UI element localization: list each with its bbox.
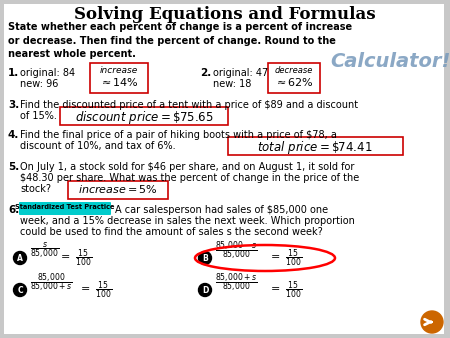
Text: 2.: 2. — [200, 68, 211, 78]
Text: increase: increase — [100, 66, 138, 75]
Circle shape — [421, 311, 443, 333]
Text: $=\ \frac{15}{100}$: $=\ \frac{15}{100}$ — [268, 279, 302, 301]
Circle shape — [14, 251, 27, 265]
FancyBboxPatch shape — [19, 202, 111, 215]
Text: week, and a 15% decrease in sales the next week. Which proportion: week, and a 15% decrease in sales the ne… — [20, 216, 355, 226]
Text: decrease: decrease — [275, 66, 313, 75]
Text: $\approx 14\%$: $\approx 14\%$ — [99, 76, 139, 88]
Circle shape — [198, 251, 211, 265]
Text: $=\ \frac{15}{100}$: $=\ \frac{15}{100}$ — [78, 279, 112, 301]
FancyBboxPatch shape — [4, 4, 444, 334]
Text: $\frac{85{,}000}{85{,}000+s}$: $\frac{85{,}000}{85{,}000+s}$ — [30, 271, 73, 295]
Text: 4.: 4. — [8, 130, 19, 140]
Text: original: 47: original: 47 — [213, 68, 268, 78]
Text: C: C — [17, 286, 23, 295]
Text: $\frac{85{,}000-s}{85{,}000}$: $\frac{85{,}000-s}{85{,}000}$ — [215, 239, 258, 263]
Text: $\frac{85{,}000+s}{85{,}000}$: $\frac{85{,}000+s}{85{,}000}$ — [215, 271, 258, 295]
Text: $increase = 5\%$: $increase = 5\%$ — [78, 183, 158, 195]
Text: $=\ \frac{15}{100}$: $=\ \frac{15}{100}$ — [58, 247, 92, 269]
Text: D: D — [202, 286, 208, 295]
Text: new: 96: new: 96 — [20, 79, 58, 89]
Text: State whether each percent of change is a percent of increase
or decrease. Then : State whether each percent of change is … — [8, 22, 352, 59]
FancyBboxPatch shape — [90, 63, 148, 93]
Text: could be used to find the amount of sales s the second week?: could be used to find the amount of sale… — [20, 227, 323, 237]
Text: $total\ price = \$74.41$: $total\ price = \$74.41$ — [257, 139, 373, 156]
FancyBboxPatch shape — [60, 107, 228, 125]
FancyBboxPatch shape — [268, 63, 320, 93]
FancyBboxPatch shape — [68, 181, 168, 199]
Text: $discount\ price = \$75.65$: $discount\ price = \$75.65$ — [75, 109, 213, 126]
Text: Find the final price of a pair of hiking boots with a price of $78, a: Find the final price of a pair of hiking… — [20, 130, 337, 140]
Text: $\frac{s}{85{,}000}$: $\frac{s}{85{,}000}$ — [30, 241, 59, 261]
Text: 1.: 1. — [8, 68, 19, 78]
Circle shape — [14, 284, 27, 296]
Circle shape — [198, 284, 211, 296]
Text: $48.30 per share. What was the percent of change in the price of the: $48.30 per share. What was the percent o… — [20, 173, 359, 183]
Text: 6.: 6. — [8, 205, 19, 215]
Text: A: A — [17, 254, 23, 263]
Text: B: B — [202, 254, 208, 263]
Text: Calculator!: Calculator! — [330, 52, 450, 71]
Text: Find the discounted price of a tent with a price of $89 and a discount: Find the discounted price of a tent with… — [20, 100, 358, 110]
Text: new: 18: new: 18 — [213, 79, 252, 89]
Text: original: 84: original: 84 — [20, 68, 75, 78]
Text: discount of 10%, and tax of 6%.: discount of 10%, and tax of 6%. — [20, 141, 176, 151]
Text: Solving Equations and Formulas: Solving Equations and Formulas — [74, 6, 376, 23]
Text: A car salesperson had sales of $85,000 one: A car salesperson had sales of $85,000 o… — [115, 205, 328, 215]
Text: $=\ \frac{15}{100}$: $=\ \frac{15}{100}$ — [268, 247, 302, 269]
Text: 3.: 3. — [8, 100, 19, 110]
Text: On July 1, a stock sold for $46 per share, and on August 1, it sold for: On July 1, a stock sold for $46 per shar… — [20, 162, 355, 172]
Text: Standardized Test Practice: Standardized Test Practice — [15, 204, 115, 210]
FancyBboxPatch shape — [228, 137, 403, 155]
Text: $\approx 62\%$: $\approx 62\%$ — [274, 76, 314, 88]
Text: stock?: stock? — [20, 184, 51, 194]
Text: 5.: 5. — [8, 162, 19, 172]
Text: of 15%.: of 15%. — [20, 111, 57, 121]
